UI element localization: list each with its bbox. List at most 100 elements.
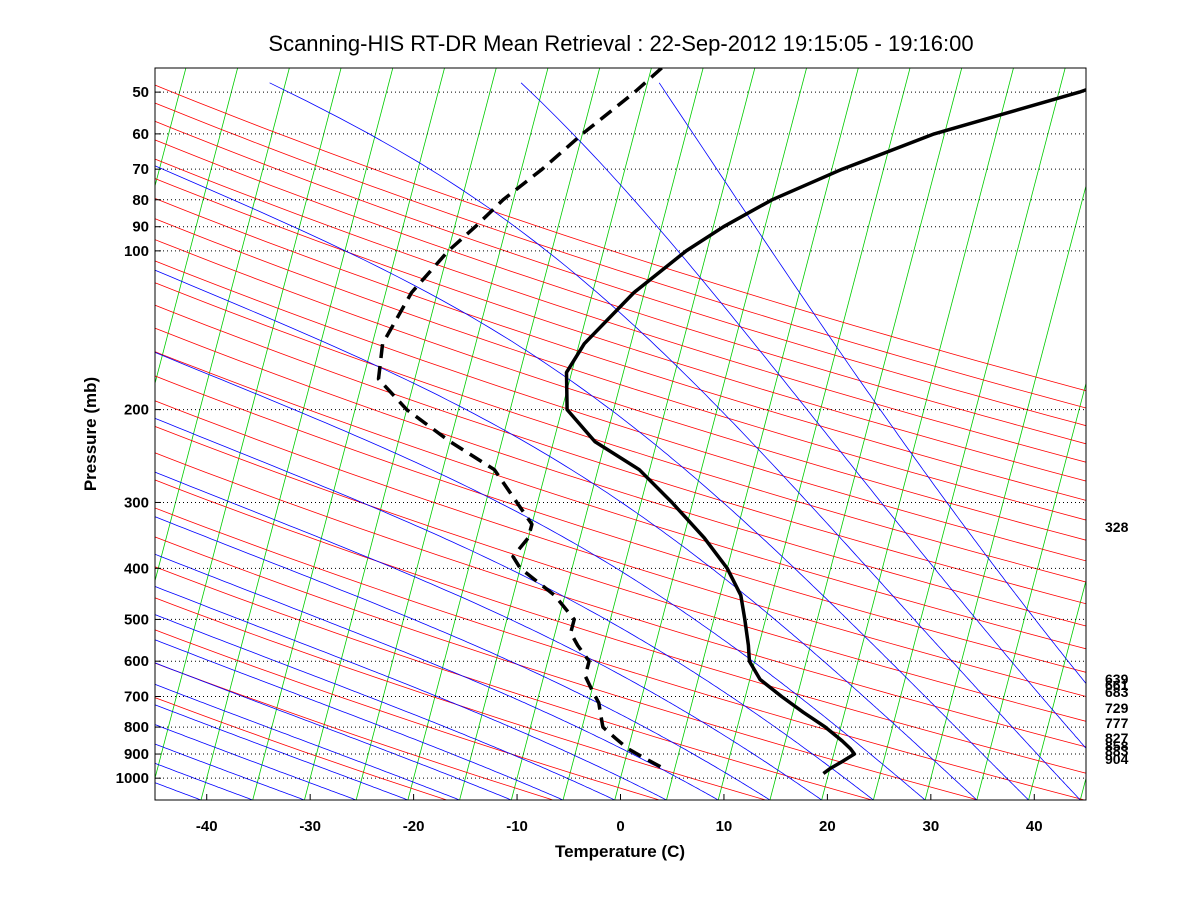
isotherm-line xyxy=(1184,68,1200,800)
right-level-label: 683 xyxy=(1105,684,1129,700)
y-axis-label: Pressure (mb) xyxy=(81,377,100,491)
moist-adiabat-line xyxy=(269,82,1081,800)
y-tick-label: 1000 xyxy=(116,770,149,787)
profile-series xyxy=(376,68,1086,775)
isotherm-line xyxy=(155,68,239,385)
x-tick-labels: -40 -30 -20 -10 0 10 20 30 40 xyxy=(196,794,1043,835)
dry-adiabat-line xyxy=(155,536,979,800)
moist-adiabat-line xyxy=(155,683,460,800)
isotherm-line xyxy=(717,68,911,800)
dry-adiabat-line xyxy=(155,84,1086,392)
y-tick-label: 300 xyxy=(124,494,149,511)
isotherm-line xyxy=(407,68,601,800)
right-level-label: 729 xyxy=(1105,700,1129,716)
dry-adiabat-line xyxy=(155,218,1086,521)
dry-adiabat-line xyxy=(155,566,873,800)
x-tick-label: 40 xyxy=(1026,818,1043,835)
isotherm-line xyxy=(976,381,1086,800)
y-tick-label: 400 xyxy=(124,560,149,577)
moist-adiabat-line xyxy=(155,639,564,800)
moist-adiabat-line xyxy=(155,762,253,800)
dry-adiabat-line xyxy=(155,327,1086,627)
isotherm-line xyxy=(1132,68,1200,800)
x-tick-label: -40 xyxy=(196,818,218,835)
isotherm-line xyxy=(0,68,134,800)
isotherm-line xyxy=(200,68,394,800)
dry-adiabat-line xyxy=(155,351,1086,650)
y-tick-label: 70 xyxy=(132,161,149,178)
temperature-line xyxy=(564,87,1086,775)
moist-adiabat-line xyxy=(155,165,1029,800)
dry-adiabat-line xyxy=(155,479,1086,774)
dry-adiabat-line xyxy=(155,629,660,800)
x-tick-label: -20 xyxy=(403,818,425,835)
dry-adiabat-line xyxy=(155,102,1086,409)
y-tick-labels: 50 60 70 80 90 100 200 300 400 500 600 700 800 900 100… xyxy=(116,84,161,787)
moist-adiabat-line xyxy=(155,586,667,800)
right-level-label: 827 xyxy=(1105,730,1129,746)
moist-adiabat-line xyxy=(155,471,822,800)
y-tick-label: 50 xyxy=(132,84,149,101)
moist-adiabat-line xyxy=(155,269,978,800)
x-axis-label: Temperature (C) xyxy=(555,842,685,861)
y-tick-label: 900 xyxy=(124,746,149,763)
y-tick-label: 800 xyxy=(124,719,149,736)
x-tick-label: 20 xyxy=(819,818,836,835)
dry-adiabat-line xyxy=(155,197,1086,501)
dry-adiabat-line xyxy=(155,507,1085,800)
dry-adiabat-line xyxy=(155,697,447,800)
isotherm-line xyxy=(769,68,963,800)
dry-adiabat-line xyxy=(155,400,1086,697)
isotherm-line xyxy=(1079,776,1086,800)
isotherm-line xyxy=(924,184,1086,800)
y-tick-label: 80 xyxy=(132,192,149,209)
isotherm-line xyxy=(459,68,652,800)
moist-adiabat-line xyxy=(155,782,202,800)
moist-adiabat-line xyxy=(520,82,1086,749)
dry-adiabat-line xyxy=(155,158,1086,463)
right-level-label: 883 xyxy=(1105,743,1129,759)
dry-adiabat-line xyxy=(155,120,1086,427)
isotherm-line xyxy=(821,68,1014,800)
dry-adiabat-line xyxy=(155,452,1086,748)
isotherm-line xyxy=(355,68,549,800)
right-level-label: 639 xyxy=(1105,671,1129,687)
moist-adiabat-line xyxy=(155,724,357,800)
x-tick-label: -10 xyxy=(506,818,528,835)
dry-adiabat-line xyxy=(155,260,1086,562)
dry-adiabat-line xyxy=(155,597,766,800)
dry-adiabat-line xyxy=(155,304,1086,605)
moist-adiabat-line xyxy=(155,662,512,800)
isotherm-line xyxy=(155,68,342,780)
y-tick-label: 90 xyxy=(132,219,149,236)
isotherm-line xyxy=(0,68,31,800)
x-tick-label: 30 xyxy=(922,818,939,835)
y-tick-label: 200 xyxy=(124,402,149,419)
moist-adiabat-line xyxy=(155,614,615,800)
isotherm-line xyxy=(562,68,756,800)
x-tick-label: 0 xyxy=(616,818,624,835)
plot-frame xyxy=(154,67,1087,801)
right-level-label: 328 xyxy=(1105,519,1129,535)
right-level-label: 904 xyxy=(1105,751,1129,767)
dry-adiabat-line xyxy=(155,178,1086,482)
x-tick-label: -30 xyxy=(299,818,321,835)
x-tick-label: 10 xyxy=(716,818,733,835)
chart-title: Scanning-HIS RT-DR Mean Retrieval : 22-S… xyxy=(268,31,973,56)
moist-adiabat-line xyxy=(155,417,874,800)
y-tick-label: 100 xyxy=(124,243,149,260)
isotherm-line xyxy=(873,68,1066,800)
dry-adiabat-line xyxy=(155,282,1086,583)
isotherm-line xyxy=(1028,579,1086,800)
moist-adiabat-line xyxy=(155,743,305,800)
moist-adiabat-line xyxy=(155,553,719,800)
dry-adiabat-line xyxy=(155,425,1086,722)
right-level-label: 777 xyxy=(1105,715,1129,731)
moist-adiabat-line xyxy=(155,351,926,800)
isotherm-line xyxy=(614,68,807,800)
dry-adiabat-line xyxy=(155,239,1086,541)
y-tick-label: 500 xyxy=(124,611,149,628)
dry-adiabat-line xyxy=(155,375,1086,673)
